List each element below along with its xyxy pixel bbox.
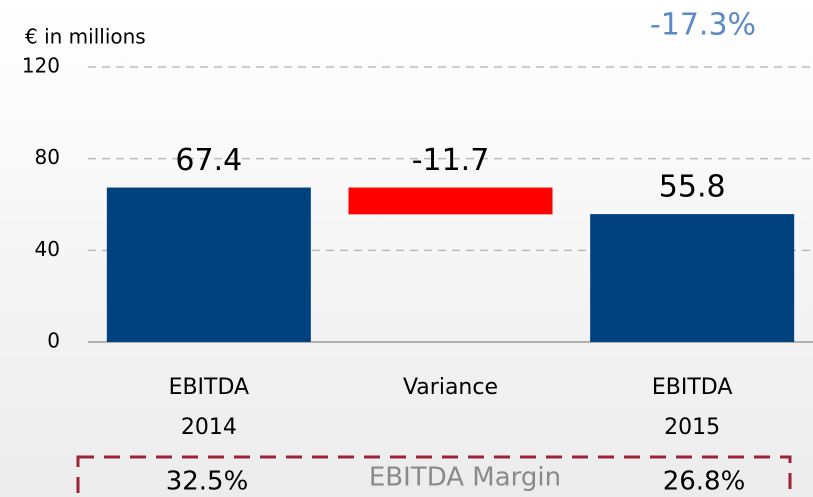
x-tick-label: EBITDA: [652, 375, 733, 400]
margin-label: EBITDA Margin: [369, 463, 561, 493]
y-tick-label: 120: [22, 54, 60, 78]
y-tick-label: 80: [35, 145, 60, 169]
x-tick-label: EBITDA: [169, 375, 250, 400]
bar: [106, 187, 311, 342]
x-tick-label: 2015: [664, 415, 720, 440]
bar: [590, 214, 795, 342]
y-tick-label: 40: [35, 237, 60, 261]
unit-label: € in millions: [25, 25, 146, 49]
margin-value: 26.8%: [663, 467, 746, 497]
x-tick-label: Variance: [403, 375, 498, 400]
data-label: 67.4: [175, 143, 242, 178]
margin-value: 32.5%: [166, 467, 249, 497]
x-tick-label: 2014: [181, 415, 237, 440]
data-label: 55.8: [659, 170, 726, 205]
annotation: -17.3%: [650, 8, 756, 43]
data-label: -11.7: [412, 143, 490, 178]
y-tick-label: 0: [47, 329, 60, 353]
bar: [348, 187, 553, 215]
margin-box: [76, 455, 792, 497]
